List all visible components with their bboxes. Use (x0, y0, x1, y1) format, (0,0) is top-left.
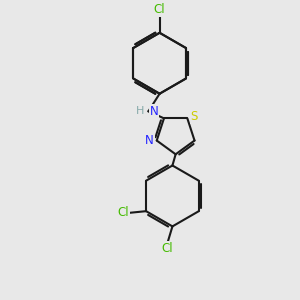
Text: H: H (136, 106, 144, 116)
Text: Cl: Cl (118, 206, 129, 219)
Text: N: N (145, 134, 154, 147)
Text: Cl: Cl (154, 3, 165, 16)
Text: Cl: Cl (162, 242, 173, 255)
Text: N: N (150, 105, 159, 118)
Text: S: S (191, 110, 198, 123)
